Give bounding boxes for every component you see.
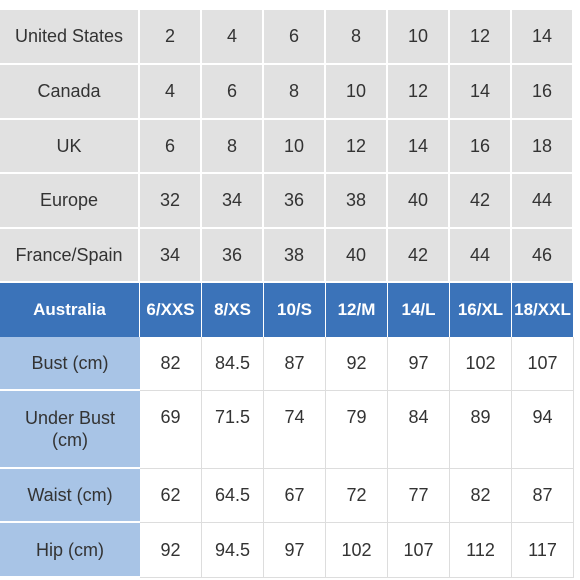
measurement-cell: 102 [326, 523, 388, 578]
measurement-label: Hip (cm) [0, 523, 140, 578]
measurement-cell: 72 [326, 469, 388, 523]
size-cell: 38 [264, 229, 326, 283]
size-cell: 2 [140, 10, 202, 65]
size-cell: 8 [202, 120, 264, 174]
header-cell: 16/XL [450, 283, 512, 337]
size-cell: 6 [202, 65, 264, 120]
header-cell: 14/L [388, 283, 450, 337]
size-cell: 6 [140, 120, 202, 174]
size-cell: 44 [512, 174, 574, 229]
measurement-label: Under Bust (cm) [0, 391, 140, 469]
row-label: United States [0, 10, 140, 65]
size-cell: 16 [512, 65, 574, 120]
size-cell: 4 [140, 65, 202, 120]
measurement-cell: 87 [264, 337, 326, 391]
size-cell: 14 [388, 120, 450, 174]
size-cell: 14 [512, 10, 574, 65]
row-label: UK [0, 120, 140, 174]
size-cell: 6 [264, 10, 326, 65]
size-cell: 12 [326, 120, 388, 174]
size-table: United States 2 4 6 8 10 12 14 Canada 4 6 8 10 12 14 16… [0, 10, 574, 578]
size-cell: 12 [450, 10, 512, 65]
size-cell: 18 [512, 120, 574, 174]
measurement-cell: 71.5 [202, 391, 264, 469]
measurement-cell: 117 [512, 523, 574, 578]
measurement-cell: 112 [450, 523, 512, 578]
size-cell: 42 [388, 229, 450, 283]
measurement-cell: 97 [388, 337, 450, 391]
size-cell: 8 [326, 10, 388, 65]
measurement-cell: 62 [140, 469, 202, 523]
measurement-cell: 69 [140, 391, 202, 469]
row-label: Canada [0, 65, 140, 120]
measurement-cell: 87 [512, 469, 574, 523]
size-cell: 8 [264, 65, 326, 120]
size-cell: 46 [512, 229, 574, 283]
size-cell: 38 [326, 174, 388, 229]
measurement-cell: 92 [140, 523, 202, 578]
measurement-cell: 82 [140, 337, 202, 391]
size-cell: 10 [326, 65, 388, 120]
measurement-cell: 107 [388, 523, 450, 578]
measurement-cell: 92 [326, 337, 388, 391]
measurement-cell: 74 [264, 391, 326, 469]
size-cell: 10 [264, 120, 326, 174]
measurement-cell: 84.5 [202, 337, 264, 391]
measurement-label: Waist (cm) [0, 469, 140, 523]
measurement-cell: 94.5 [202, 523, 264, 578]
size-cell: 4 [202, 10, 264, 65]
size-cell: 34 [140, 229, 202, 283]
size-cell: 32 [140, 174, 202, 229]
size-cell: 14 [450, 65, 512, 120]
size-cell: 42 [450, 174, 512, 229]
row-label: Europe [0, 174, 140, 229]
row-label: France/Spain [0, 229, 140, 283]
header-cell: 12/M [326, 283, 388, 337]
size-cell: 44 [450, 229, 512, 283]
size-cell: 40 [326, 229, 388, 283]
header-cell: 8/XS [202, 283, 264, 337]
size-cell: 16 [450, 120, 512, 174]
header-cell: 6/XXS [140, 283, 202, 337]
measurement-cell: 77 [388, 469, 450, 523]
header-cell: 18/XXL [512, 283, 574, 337]
measurement-cell: 64.5 [202, 469, 264, 523]
measurement-cell: 89 [450, 391, 512, 469]
measurement-cell: 67 [264, 469, 326, 523]
measurement-cell: 102 [450, 337, 512, 391]
size-cell: 12 [388, 65, 450, 120]
size-cell: 34 [202, 174, 264, 229]
measurement-cell: 79 [326, 391, 388, 469]
measurement-cell: 82 [450, 469, 512, 523]
header-label: Australia [0, 283, 140, 337]
measurement-cell: 84 [388, 391, 450, 469]
size-cell: 36 [264, 174, 326, 229]
measurement-cell: 107 [512, 337, 574, 391]
size-cell: 40 [388, 174, 450, 229]
measurement-cell: 94 [512, 391, 574, 469]
measurement-label: Bust (cm) [0, 337, 140, 391]
measurement-cell: 97 [264, 523, 326, 578]
size-cell: 36 [202, 229, 264, 283]
header-cell: 10/S [264, 283, 326, 337]
size-cell: 10 [388, 10, 450, 65]
